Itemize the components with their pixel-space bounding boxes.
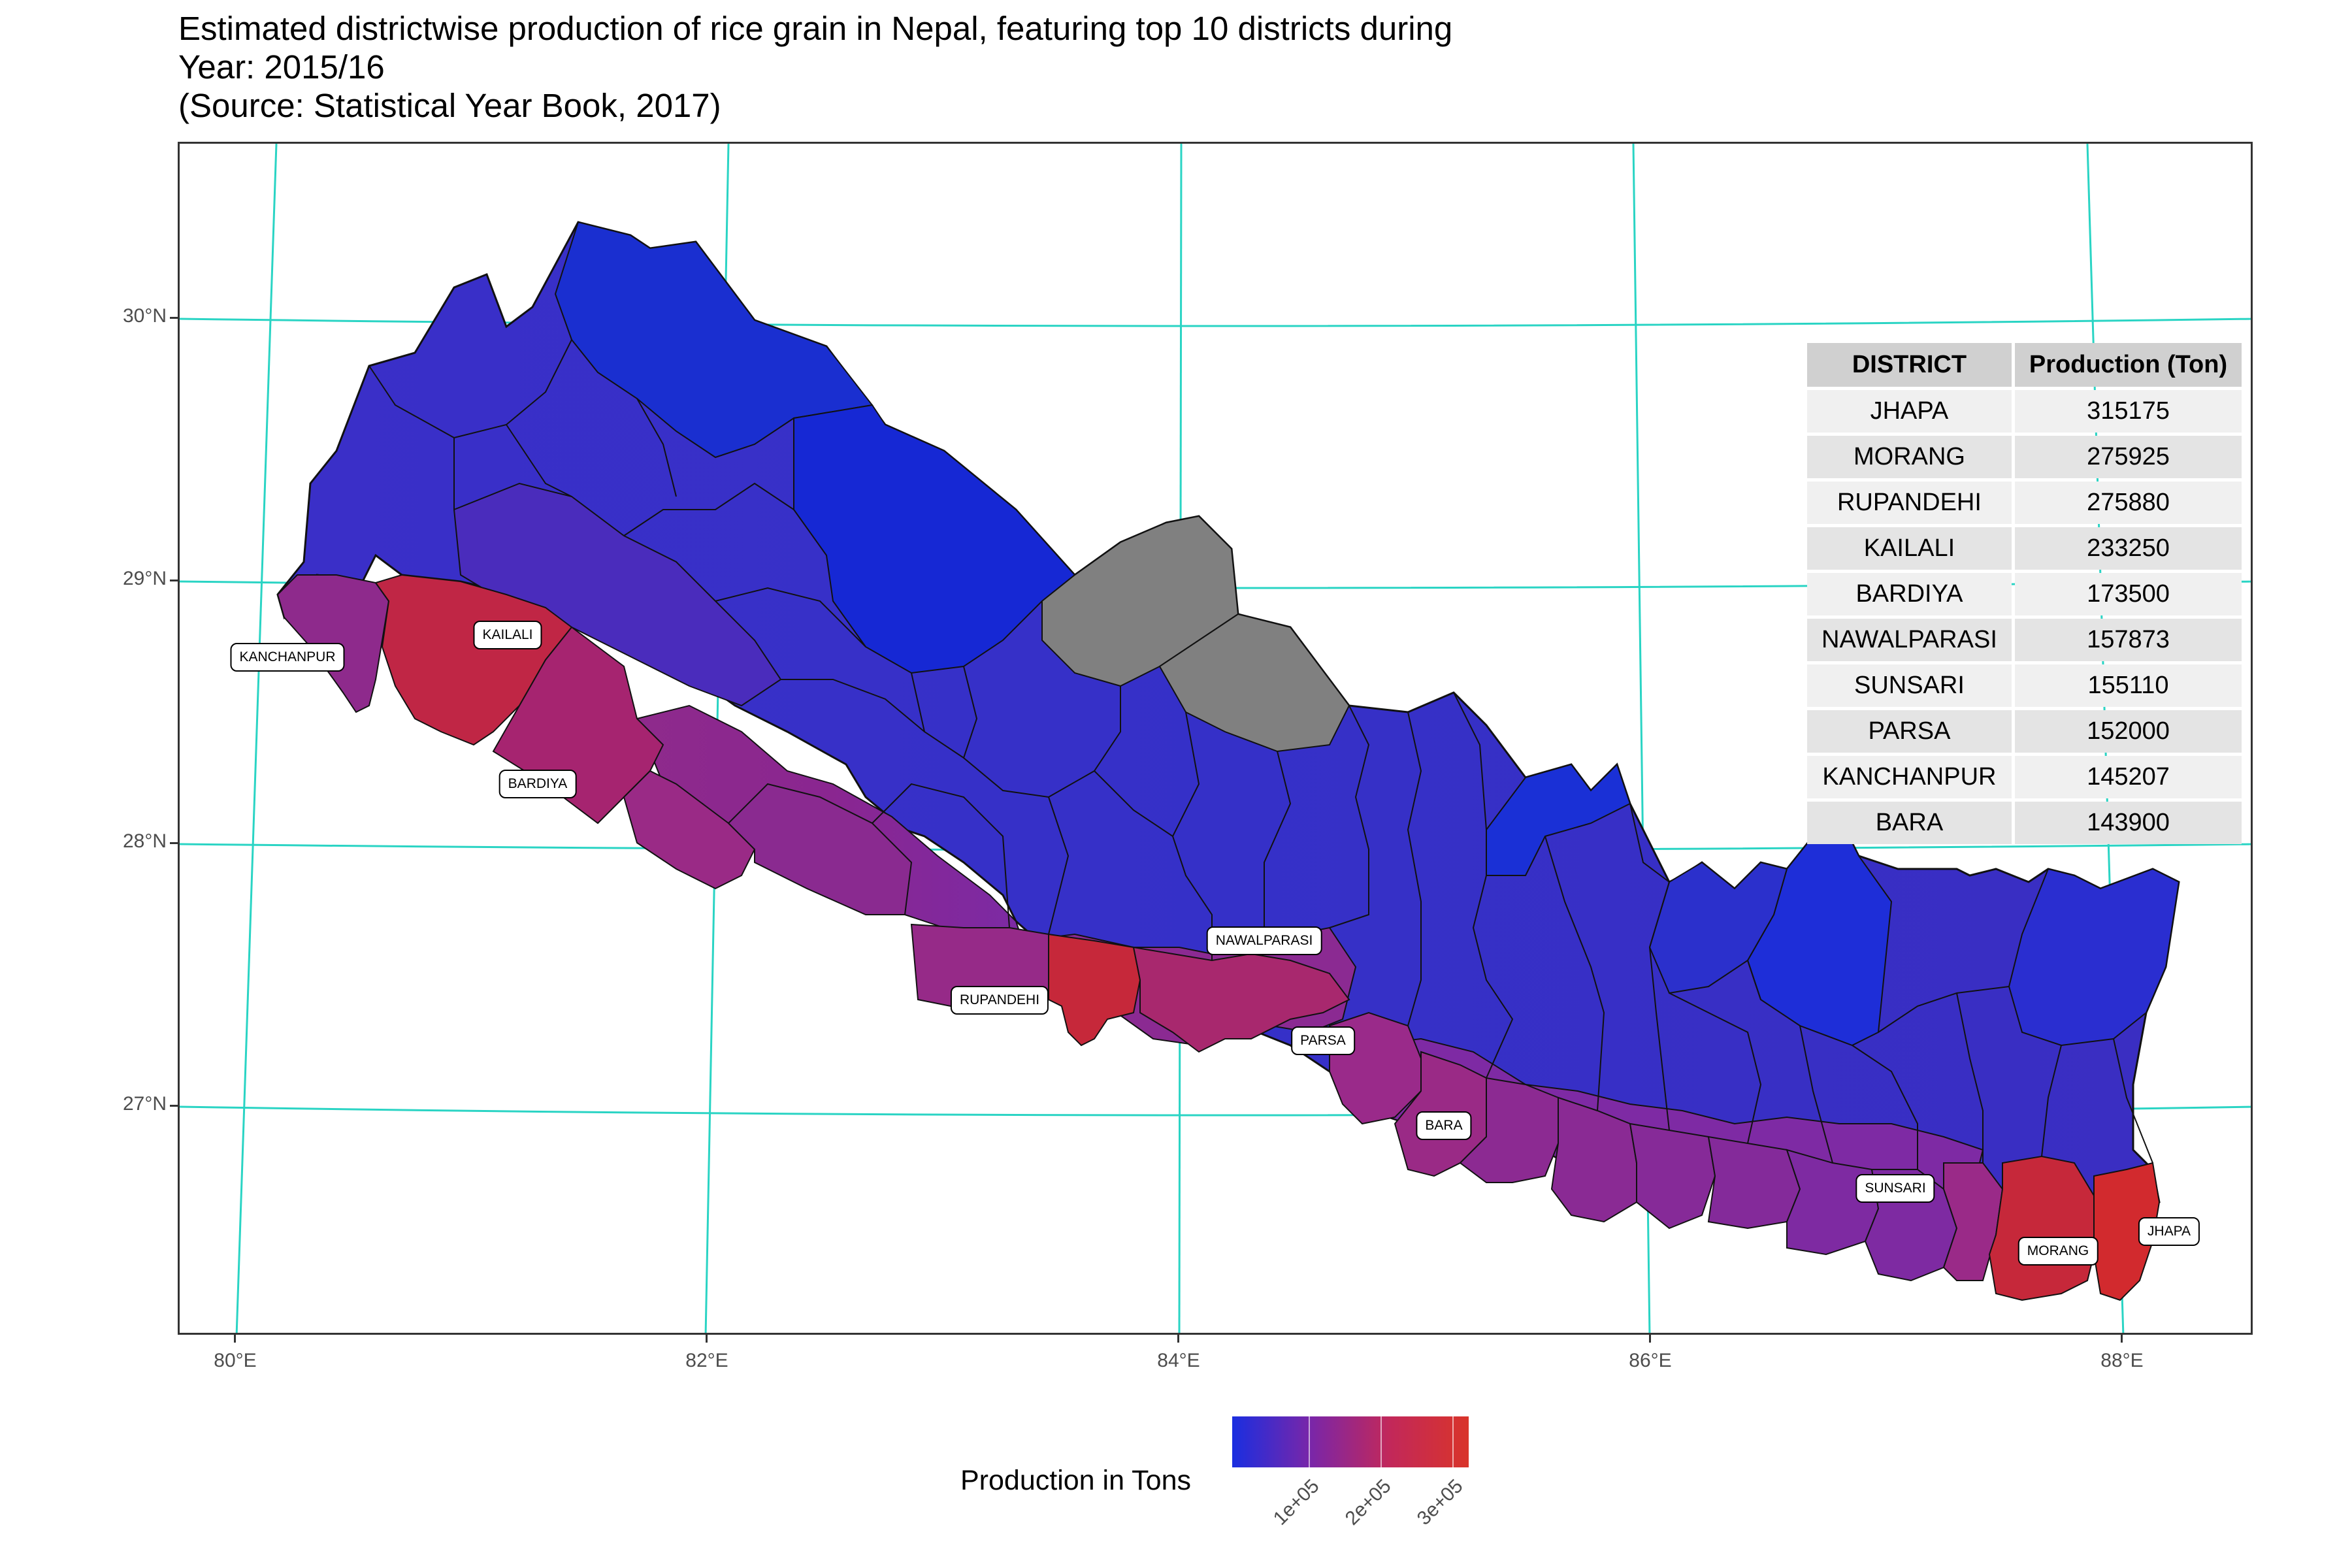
table-header-district: DISTRICT	[1807, 343, 2012, 387]
lat-tick-label: 29°N	[122, 568, 167, 589]
top-districts-table: DISTRICT Production (Ton) JHAPA 315175 MO…	[1804, 340, 2245, 847]
district-label-rupandehi: RUPANDEHI	[950, 986, 1049, 1015]
district-sunsari	[1942, 1162, 2004, 1281]
district-rupandehi	[1048, 933, 1141, 1047]
table-row: KANCHANPUR 145207	[1807, 756, 2242, 798]
table-cell-district: RUPANDEHI	[1807, 482, 2012, 524]
district-banke	[623, 770, 756, 890]
district-label-kailali: KAILALI	[473, 621, 542, 649]
district-mahottari	[1629, 1122, 1716, 1230]
district-rautahat	[1459, 1077, 1559, 1183]
table-row: BARA 143900	[1807, 802, 2242, 844]
legend-tick-line	[1452, 1416, 1454, 1467]
region-solukhumbu	[1648, 861, 1788, 994]
legend-tick-label: 1e+05	[1269, 1475, 1324, 1529]
lon-tick-mark	[706, 1335, 708, 1343]
table-row: PARSA 152000	[1807, 710, 2242, 753]
district-label-bara: BARA	[1416, 1111, 1472, 1140]
table-cell-production: 157873	[2014, 619, 2242, 661]
lon-tick-label: 80°E	[214, 1350, 257, 1371]
map-panel: KANCHANPUR KAILALI BARDIYA RUPANDEHI NAW…	[178, 142, 2253, 1335]
table-cell-district: JHAPA	[1807, 390, 2012, 433]
lon-tick-mark	[234, 1335, 236, 1343]
lon-tick-label: 82°E	[685, 1350, 728, 1371]
table-cell-district: MORANG	[1807, 436, 2012, 478]
table-cell-district: SUNSARI	[1807, 664, 2012, 707]
district-jhapa	[2093, 1162, 2161, 1301]
table-header-production: Production (Ton)	[2014, 343, 2242, 387]
table-cell-district: PARSA	[1807, 710, 2012, 753]
lon-tick-label: 84°E	[1157, 1350, 1200, 1371]
lon-tick-label: 88°E	[2100, 1350, 2144, 1371]
table-cell-district: NAWALPARASI	[1807, 619, 2012, 661]
district-dang	[727, 783, 913, 915]
table-cell-production: 315175	[2014, 390, 2242, 433]
title-line-3: (Source: Statistical Year Book, 2017)	[178, 87, 721, 124]
lon-tick-label: 86°E	[1629, 1350, 1672, 1371]
lat-tick-mark	[170, 317, 178, 319]
district-label-sunsari: SUNSARI	[1855, 1174, 1935, 1203]
district-sarlahi	[1550, 1096, 1637, 1223]
region-manang	[1158, 613, 1350, 753]
table-cell-district: BARDIYA	[1807, 573, 2012, 615]
title-line-1: Estimated districtwise production of ric…	[178, 10, 1453, 47]
chart-title: Estimated districtwise production of ric…	[178, 9, 2073, 125]
color-legend: Production in Tons 1e+05 2e+05 3e+05	[960, 1411, 1548, 1561]
lat-tick-label: 30°N	[122, 305, 167, 327]
table-cell-district: KANCHANPUR	[1807, 756, 2012, 798]
district-label-parsa: PARSA	[1291, 1026, 1355, 1055]
table-cell-production: 152000	[2014, 710, 2242, 753]
region-humla	[554, 221, 874, 459]
district-label-bardiya: BARDIYA	[498, 770, 577, 798]
table-cell-production: 275880	[2014, 482, 2242, 524]
table-cell-district: BARA	[1807, 802, 2012, 844]
table-row: SUNSARI 155110	[1807, 664, 2242, 707]
legend-title: Production in Tons	[960, 1465, 1191, 1496]
district-label-jhapa: JHAPA	[2138, 1217, 2200, 1246]
table-row: JHAPA 315175	[1807, 390, 2242, 433]
lon-tick-mark	[1649, 1335, 1651, 1343]
table-cell-production: 145207	[2014, 756, 2242, 798]
table-cell-district: KAILALI	[1807, 527, 2012, 570]
table-row: RUPANDEHI 275880	[1807, 482, 2242, 524]
table-cell-production: 275925	[2014, 436, 2242, 478]
lat-tick-label: 27°N	[122, 1093, 167, 1115]
table-row: MORANG 275925	[1807, 436, 2242, 478]
table-cell-production: 173500	[2014, 573, 2242, 615]
graticule-lon-80	[235, 144, 278, 1333]
title-line-2: Year: 2015/16	[178, 48, 385, 86]
table-cell-production: 233250	[2014, 527, 2242, 570]
table-row: NAWALPARASI 157873	[1807, 619, 2242, 661]
district-morang	[1988, 1155, 2095, 1301]
table-header-row: DISTRICT Production (Ton)	[1807, 343, 2242, 387]
legend-colorbar	[1232, 1416, 1469, 1467]
district-borders	[368, 339, 2153, 1169]
district-siraha	[1786, 1149, 1880, 1256]
legend-tick-line	[1309, 1416, 1310, 1467]
district-dhanusa	[1707, 1135, 1801, 1230]
district-nawalparasi	[1132, 946, 1350, 1053]
table-cell-production: 155110	[2014, 664, 2242, 707]
table-row: BARDIYA 173500	[1807, 573, 2242, 615]
lat-tick-mark	[170, 842, 178, 844]
district-kailali	[374, 574, 573, 746]
table-row: KAILALI 233250	[1807, 527, 2242, 570]
district-label-kanchanpur: KANCHANPUR	[230, 643, 345, 672]
district-label-nawalparasi: NAWALPARASI	[1206, 926, 1322, 955]
lat-tick-label: 28°N	[122, 830, 167, 852]
lon-tick-mark	[1177, 1335, 1179, 1343]
legend-tick-label: 3e+05	[1413, 1475, 1467, 1529]
lat-tick-mark	[170, 1105, 178, 1107]
map-svg	[180, 144, 2251, 1333]
legend-tick-label: 2e+05	[1341, 1475, 1396, 1529]
legend-tick-line	[1380, 1416, 1382, 1467]
lon-tick-mark	[2121, 1335, 2123, 1343]
district-label-morang: MORANG	[2017, 1237, 2099, 1266]
lat-tick-mark	[170, 580, 178, 581]
table-cell-production: 143900	[2014, 802, 2242, 844]
